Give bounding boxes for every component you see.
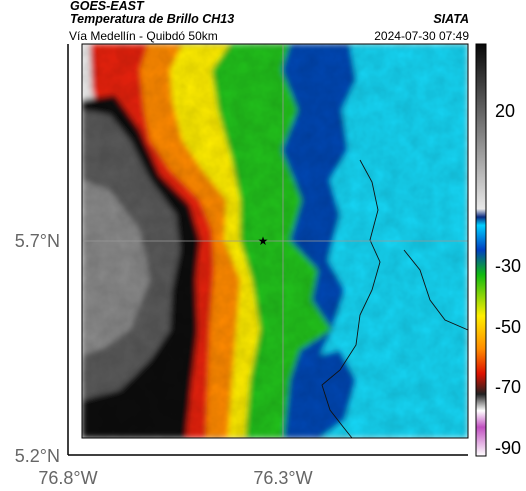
satellite-title: GOES-EAST	[70, 0, 144, 13]
coastline	[321, 159, 468, 438]
timestamp-label: 2024-07-30 07:49	[374, 29, 469, 43]
colorbar-tick: -30	[495, 256, 521, 276]
product-title: Temperatura de Brillo CH13	[70, 12, 235, 26]
colorbar-tick: -70	[495, 377, 521, 397]
lat-tick-label: 5.2°N	[15, 446, 60, 466]
colorbar	[475, 43, 487, 457]
lat-tick-label: 5.7°N	[15, 231, 60, 251]
lon-tick-label: 76.3°W	[253, 468, 312, 488]
institution-label: SIATA	[433, 12, 469, 26]
colorbar-tick: 20	[495, 101, 515, 121]
lon-tick-label: 76.8°W	[38, 468, 97, 488]
star-icon: ★	[258, 234, 269, 248]
region-label: Vía Medellín - Quibdó 50km	[69, 29, 218, 43]
colorbar-tick: -90	[495, 438, 521, 458]
map-frame	[81, 43, 469, 439]
colorbar-tick: -50	[495, 317, 521, 337]
temperature-field: ★	[82, 44, 468, 438]
